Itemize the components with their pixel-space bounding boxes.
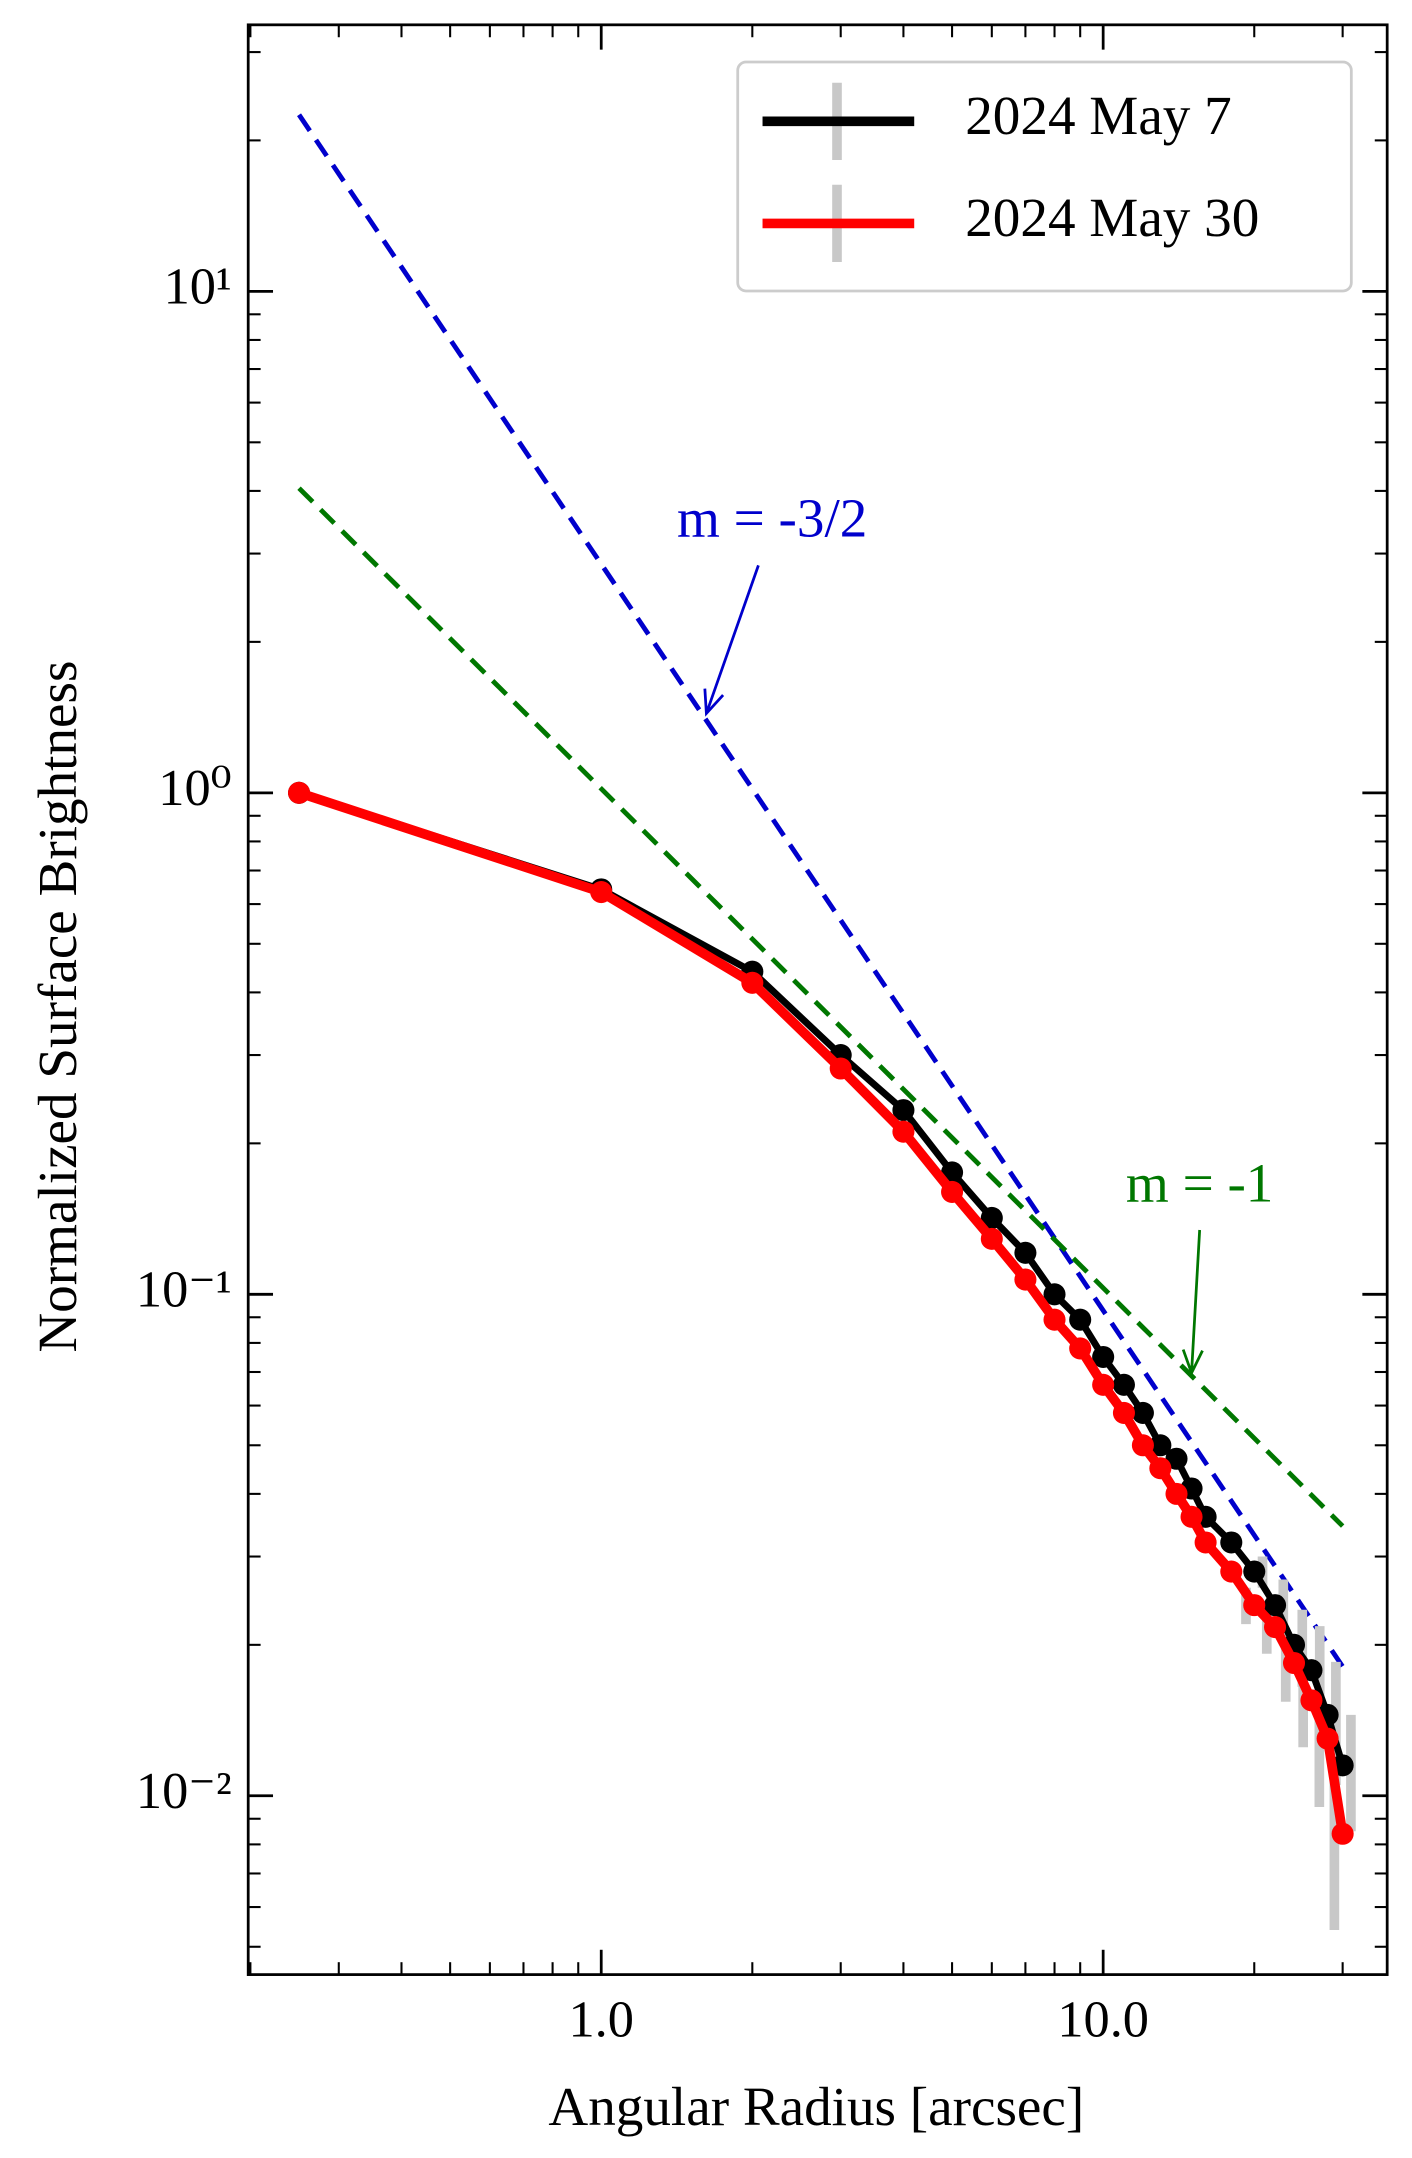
data-point: [1069, 1308, 1092, 1331]
reference-line: [297, 486, 1345, 1528]
data-point: [980, 1206, 1003, 1229]
reference-line: [297, 113, 1345, 1668]
data-point: [1131, 1401, 1154, 1424]
x-tick-label: 10.0: [1057, 1990, 1149, 2048]
annotation-text: m = -1: [1126, 1152, 1274, 1213]
annotation-arrow: [1181, 1229, 1204, 1377]
data-point: [1331, 1822, 1354, 1845]
data-point: [1243, 1594, 1266, 1617]
data-point: [1092, 1345, 1115, 1369]
y-tick-label: 10⁰: [158, 759, 231, 817]
plot-frame: [246, 23, 1389, 1976]
y-axis-label: Normalized Surface Brightness: [27, 661, 88, 1353]
data-point: [1043, 1308, 1066, 1331]
annotation-text: m = -3/2: [677, 488, 867, 549]
data-point: [829, 1057, 852, 1080]
data-point: [1112, 1401, 1135, 1424]
data-point: [1282, 1651, 1306, 1675]
data-point: [1316, 1727, 1339, 1750]
data-point: [1300, 1689, 1323, 1712]
data-point: [1149, 1434, 1172, 1457]
data-point: [590, 881, 613, 904]
legend-label: 2024 May 30: [965, 187, 1259, 248]
data-point: [1131, 1434, 1154, 1457]
data-point: [1165, 1447, 1188, 1470]
x-axis-label: Angular Radius [arcsec]: [548, 2076, 1084, 2137]
data-point: [1243, 1560, 1266, 1583]
y-tick-label: 10⁻²: [136, 1762, 232, 1820]
data-point: [1165, 1482, 1188, 1505]
y-tick-label: 10⁻¹: [136, 1260, 232, 1318]
data-point: [941, 1180, 964, 1203]
series-line: [297, 789, 1346, 1767]
data-point: [1220, 1560, 1243, 1583]
x-tick-label: 1.0: [568, 1990, 633, 2048]
data-point: [1043, 1283, 1066, 1306]
legend-label: 2024 May 7: [965, 85, 1232, 146]
data-point: [1264, 1616, 1287, 1639]
data-point: [1092, 1373, 1115, 1396]
data-point: [1180, 1505, 1203, 1528]
data-point: [1220, 1531, 1243, 1554]
data-point: [1069, 1337, 1092, 1360]
data-point: [1112, 1373, 1135, 1396]
data-point: [741, 971, 764, 994]
y-tick-label: 10¹: [164, 257, 232, 315]
data-point: [892, 1099, 915, 1122]
data-point: [1264, 1594, 1287, 1617]
data-point: [1194, 1531, 1217, 1554]
data-point: [1014, 1268, 1037, 1291]
data-point: [980, 1227, 1003, 1250]
data-point: [1149, 1457, 1172, 1480]
data-point: [892, 1120, 915, 1143]
series-line: [297, 788, 1348, 1835]
data-point: [1300, 1659, 1323, 1682]
data-point: [1014, 1241, 1037, 1264]
annotation-arrow: [703, 564, 760, 717]
data-point: [288, 781, 311, 804]
